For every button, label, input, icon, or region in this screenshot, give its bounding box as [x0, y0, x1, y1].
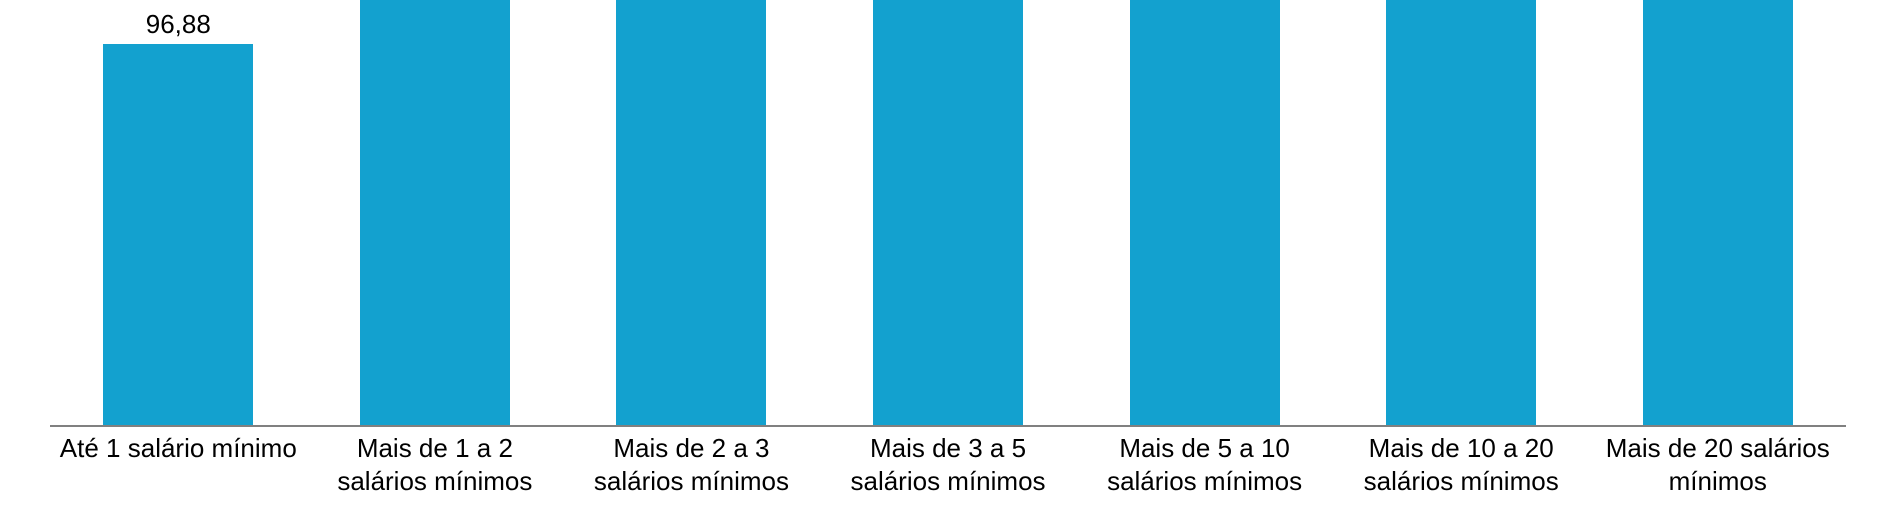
bar-slot — [1589, 0, 1846, 425]
bar — [103, 44, 253, 425]
bar — [1643, 0, 1793, 425]
bar-slot — [820, 0, 1077, 425]
bar-chart: 96,88 — [0, 0, 1896, 508]
bar — [1130, 0, 1280, 425]
bar — [360, 0, 510, 425]
plot-area: 96,88 — [50, 0, 1846, 427]
bar — [616, 0, 766, 425]
x-axis-label: Mais de 3 a 5 salários mínimos — [820, 432, 1077, 497]
x-axis-label: Mais de 5 a 10 salários mínimos — [1076, 432, 1333, 497]
bar-slot: 96,88 — [50, 0, 307, 425]
x-axis-labels: Até 1 salário mínimo Mais de 1 a 2 salár… — [50, 432, 1846, 497]
bar-value-label: 96,88 — [146, 9, 211, 40]
x-axis-label: Mais de 2 a 3 salários mínimos — [563, 432, 820, 497]
bar-slot — [307, 0, 564, 425]
bar-slot — [1333, 0, 1590, 425]
x-axis-label: Mais de 20 salários mínimos — [1589, 432, 1846, 497]
x-axis-label: Mais de 1 a 2 salários mínimos — [307, 432, 564, 497]
x-axis-label: Até 1 salário mínimo — [50, 432, 307, 497]
bar-slot — [1076, 0, 1333, 425]
bar-slot — [563, 0, 820, 425]
bar — [873, 0, 1023, 425]
x-axis-label: Mais de 10 a 20 salários mínimos — [1333, 432, 1590, 497]
bars-container: 96,88 — [50, 0, 1846, 425]
bar — [1386, 0, 1536, 425]
